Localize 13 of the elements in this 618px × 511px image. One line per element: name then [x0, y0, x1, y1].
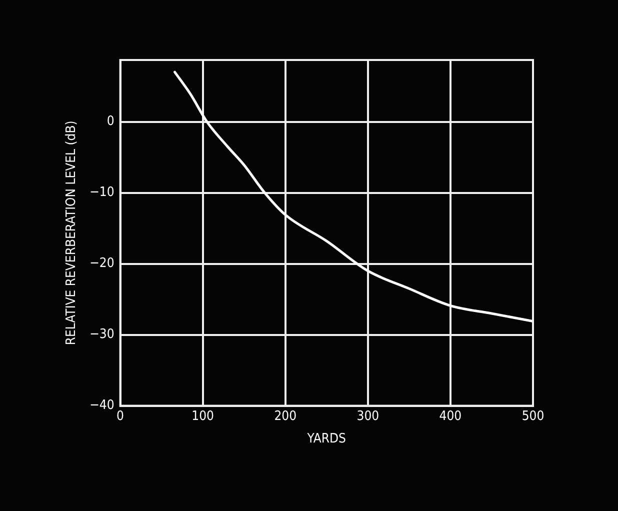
x-tick-label: 0 [116, 408, 124, 424]
x-tick-label: 400 [439, 408, 462, 424]
x-tick-label: 300 [356, 408, 380, 424]
y-axis-title: RELATIVE REVERBERATION LEVEL (dB) [64, 120, 80, 346]
y-tick-label: −30 [90, 327, 114, 342]
y-tick-label: −40 [90, 398, 114, 414]
x-tick-label: 500 [522, 408, 544, 424]
x-axis-title: YARDS [306, 432, 346, 447]
x-tick-label: 200 [274, 408, 297, 424]
y-tick-label: −10 [90, 185, 114, 200]
x-tick-label: 100 [192, 408, 214, 424]
y-tick-label: 0 [106, 114, 114, 130]
y-tick-label: −20 [90, 256, 114, 272]
